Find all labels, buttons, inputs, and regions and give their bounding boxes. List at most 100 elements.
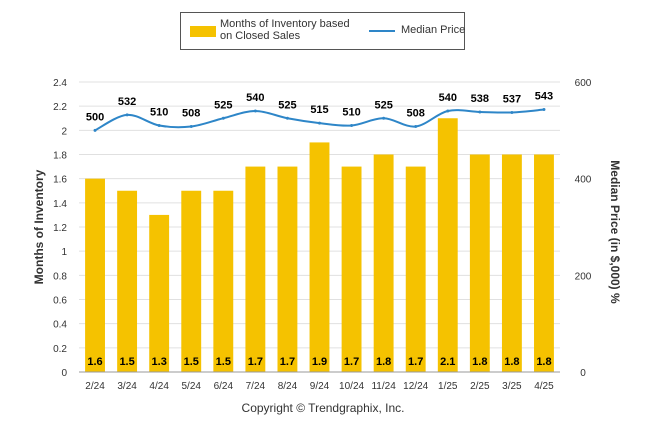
- x-tick-label: 4/25: [534, 381, 554, 392]
- bar: [117, 190, 138, 372]
- y2-tick-label: 400: [575, 175, 592, 186]
- median-price-point: [414, 124, 418, 128]
- x-tick-label: 2/25: [470, 381, 490, 392]
- median-price-label: 510: [342, 107, 360, 119]
- y2-tick-label: 600: [575, 78, 592, 89]
- x-tick-label: 11/24: [371, 381, 396, 392]
- bar: [85, 178, 105, 372]
- x-tick-label: 7/24: [246, 381, 266, 392]
- bar: [245, 166, 266, 372]
- y-tick-label: 0.2: [53, 344, 67, 355]
- median-price-point: [189, 124, 193, 128]
- bar-value-label: 1.5: [119, 356, 134, 368]
- median-price-label: 525: [374, 99, 392, 111]
- y-tick-label: 1.8: [53, 151, 67, 162]
- bar: [373, 154, 394, 372]
- y-tick-label: 1.2: [53, 223, 67, 234]
- legend-line-swatch: [369, 30, 395, 32]
- median-price-point: [510, 110, 514, 114]
- y-tick-label: 1.6: [53, 175, 67, 186]
- y-tick-label: 0.4: [53, 320, 67, 331]
- median-price-label: 540: [439, 92, 457, 104]
- median-price-label: 537: [503, 93, 521, 105]
- x-tick-label: 6/24: [214, 381, 234, 392]
- bar: [469, 154, 490, 372]
- bar-value-label: 1.8: [472, 356, 487, 368]
- y-tick-label: 1: [61, 247, 67, 258]
- x-tick-label: 8/24: [278, 381, 298, 392]
- legend-line-label: Median Price: [401, 24, 466, 36]
- bar: [405, 166, 426, 372]
- median-price-label: 538: [471, 93, 489, 105]
- bar-value-label: 1.7: [344, 356, 359, 368]
- median-price-point: [446, 109, 450, 113]
- y2-tick-label: 200: [575, 271, 592, 282]
- median-price-label: 508: [407, 107, 425, 119]
- legend-bar-swatch: [190, 26, 216, 37]
- bar-value-label: 1.7: [248, 356, 263, 368]
- y-axis-title: Months of Inventory: [32, 169, 46, 284]
- x-tick-label: 12/24: [403, 381, 428, 392]
- median-price-point: [125, 113, 129, 117]
- x-tick-label: 3/25: [502, 381, 522, 392]
- y-tick-label: 2: [61, 126, 67, 137]
- bar: [277, 166, 298, 372]
- median-price-label: 543: [535, 91, 553, 103]
- bar-value-label: 1.3: [152, 356, 167, 368]
- median-price-point: [221, 116, 225, 120]
- median-price-label: 540: [246, 92, 264, 104]
- bar: [341, 166, 362, 372]
- y2-axis-title: Median Price (in $,000) %: [608, 160, 622, 304]
- median-price-label: 515: [310, 104, 328, 116]
- x-tick-label: 3/24: [117, 381, 137, 392]
- x-tick-label: 1/25: [438, 381, 458, 392]
- x-tick-label: 2/24: [85, 381, 105, 392]
- median-price-label: 510: [150, 107, 168, 119]
- median-price-label: 508: [182, 107, 200, 119]
- bar: [309, 142, 330, 372]
- x-tick-label: 9/24: [310, 381, 330, 392]
- y-tick-label: 0: [61, 368, 67, 379]
- bar: [213, 190, 234, 372]
- median-price-point: [318, 121, 321, 125]
- bar-value-label: 1.5: [216, 356, 231, 368]
- bar-value-label: 1.6: [87, 356, 102, 368]
- median-price-point: [542, 108, 546, 112]
- bar: [501, 154, 522, 372]
- x-tick-label: 5/24: [181, 381, 201, 392]
- bar-value-label: 1.8: [376, 356, 391, 368]
- bar-value-label: 1.8: [504, 356, 519, 368]
- median-price-point: [93, 128, 97, 132]
- y-tick-label: 1.4: [53, 199, 67, 210]
- bar-value-label: 1.9: [312, 356, 327, 368]
- legend: Months of Inventory based on Closed Sale…: [180, 12, 465, 50]
- bar-value-label: 2.1: [440, 356, 455, 368]
- median-price-point: [350, 124, 354, 127]
- median-price-point: [382, 116, 386, 120]
- y-tick-label: 2.4: [53, 78, 67, 89]
- median-price-label: 525: [214, 99, 232, 111]
- bar-value-label: 1.7: [408, 356, 423, 368]
- bar: [437, 118, 458, 372]
- bar-value-label: 1.7: [280, 356, 295, 368]
- copyright-text: Copyright © Trendgraphix, Inc.: [241, 401, 405, 415]
- legend-bars-label-line2: on Closed Sales: [220, 30, 301, 42]
- bar-value-label: 1.8: [536, 356, 551, 368]
- bar: [181, 190, 202, 372]
- y-tick-label: 0.6: [53, 296, 67, 307]
- bar: [534, 154, 554, 372]
- y-tick-label: 2.2: [53, 102, 67, 113]
- median-price-point: [157, 124, 161, 127]
- median-price-label: 532: [118, 96, 136, 108]
- bar: [149, 214, 170, 372]
- y2-tick-label: 0: [580, 368, 586, 379]
- median-price-point: [285, 116, 289, 120]
- median-price-point: [478, 110, 482, 114]
- x-tick-label: 4/24: [149, 381, 169, 392]
- median-price-label: 525: [278, 99, 296, 111]
- median-price-label: 500: [86, 111, 104, 123]
- legend-bars-label: Months of Inventory based on Closed Sale…: [220, 18, 360, 42]
- y-tick-label: 0.8: [53, 271, 67, 282]
